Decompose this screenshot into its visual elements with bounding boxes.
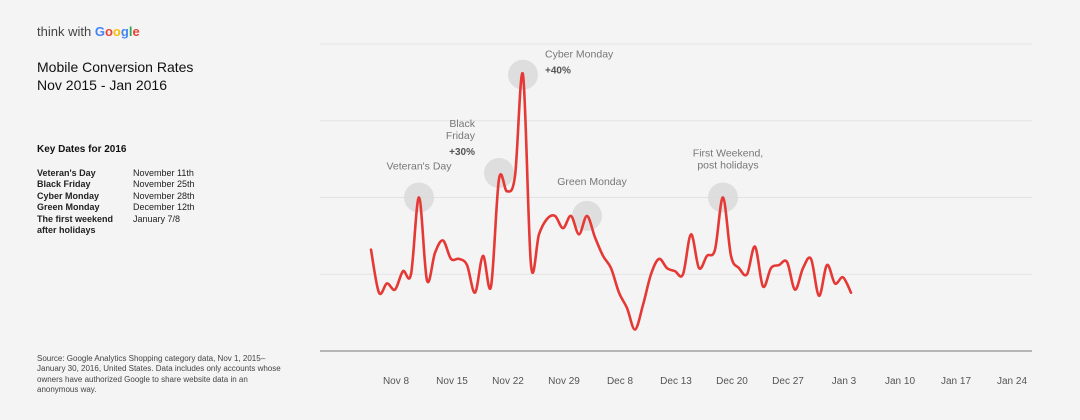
brand-prefix: think with bbox=[37, 24, 92, 39]
annotation-label: First Weekend, bbox=[693, 148, 763, 160]
brand-google: Google bbox=[94, 24, 140, 39]
source-note: Source: Google Analytics Shopping catego… bbox=[37, 354, 281, 394]
key-date-value: January 7/8 bbox=[133, 213, 181, 224]
x-tick-label: Dec 27 bbox=[772, 376, 804, 387]
chart-title: Mobile Conversion Rates Nov 2015 - Jan 2… bbox=[37, 58, 193, 94]
brand-logo: think with Google bbox=[37, 24, 140, 39]
key-date-value: November 11th bbox=[133, 168, 194, 178]
key-date-label-line2: after holidays bbox=[37, 225, 96, 236]
x-tick-label: Dec 13 bbox=[660, 376, 692, 387]
gridlines bbox=[320, 43, 1032, 275]
x-tick-label: Nov 15 bbox=[436, 376, 468, 387]
key-date-value: November 28th bbox=[133, 190, 195, 201]
x-tick-label: Nov 22 bbox=[492, 376, 524, 387]
key-date-label: Cyber Monday bbox=[37, 190, 100, 201]
x-tick-label: Jan 10 bbox=[885, 376, 915, 387]
x-tick-label: Nov 29 bbox=[548, 376, 580, 387]
x-tick-label: Nov 8 bbox=[383, 376, 410, 387]
annotation-label: Green Monday bbox=[557, 176, 627, 188]
key-date-label: Black Friday bbox=[37, 179, 91, 190]
series-line bbox=[369, 71, 853, 331]
chart-title-line1: Mobile Conversion Rates bbox=[37, 59, 194, 75]
key-date-label: The first weekend after holidays bbox=[37, 214, 133, 237]
annotation-percent: +30% bbox=[449, 147, 475, 158]
x-tick-labels: Nov 8 Nov 15 Nov 22 Nov 29 Dec 8 Dec 13 Dec 20… bbox=[383, 376, 1028, 387]
x-tick-label: Jan 17 bbox=[941, 376, 971, 387]
annotation-halo bbox=[484, 157, 514, 188]
key-date-row: Veteran's Day November 11th bbox=[37, 168, 195, 179]
key-date-value: December 12th bbox=[133, 202, 195, 213]
key-dates-table: Veteran's Day November 11th Black Friday… bbox=[37, 168, 195, 236]
annotation-label: Cyber Monday bbox=[545, 49, 614, 61]
chart-title-line2: Nov 2015 - Jan 2016 bbox=[37, 77, 167, 93]
x-tick-label: Jan 3 bbox=[832, 376, 857, 387]
key-date-row: Cyber Monday November 28th bbox=[37, 191, 195, 202]
key-date-row: Green Monday December 12th bbox=[37, 202, 195, 213]
key-date-label: Green Monday bbox=[37, 202, 100, 213]
x-tick-label: Dec 20 bbox=[716, 376, 748, 387]
key-dates-heading: Key Dates for 2016 bbox=[37, 144, 127, 155]
x-tick-label: Jan 24 bbox=[997, 376, 1027, 387]
annotation-label: Black bbox=[449, 118, 475, 130]
annotation-halos bbox=[404, 59, 738, 231]
annotation-label: post holidays bbox=[697, 160, 758, 172]
key-date-label-line1: The first weekend bbox=[37, 213, 114, 224]
key-date-label: Veteran's Day bbox=[37, 168, 96, 178]
annotation-percent: +40% bbox=[545, 66, 571, 77]
x-tick-label: Dec 8 bbox=[607, 376, 634, 387]
annotation-label: Friday bbox=[446, 130, 476, 142]
annotation-label: Veteran's Day bbox=[386, 161, 452, 173]
key-date-row: Black Friday November 25th bbox=[37, 179, 195, 190]
key-date-value: November 25th bbox=[133, 179, 195, 190]
key-date-row: The first weekend after holidays January… bbox=[37, 214, 195, 237]
